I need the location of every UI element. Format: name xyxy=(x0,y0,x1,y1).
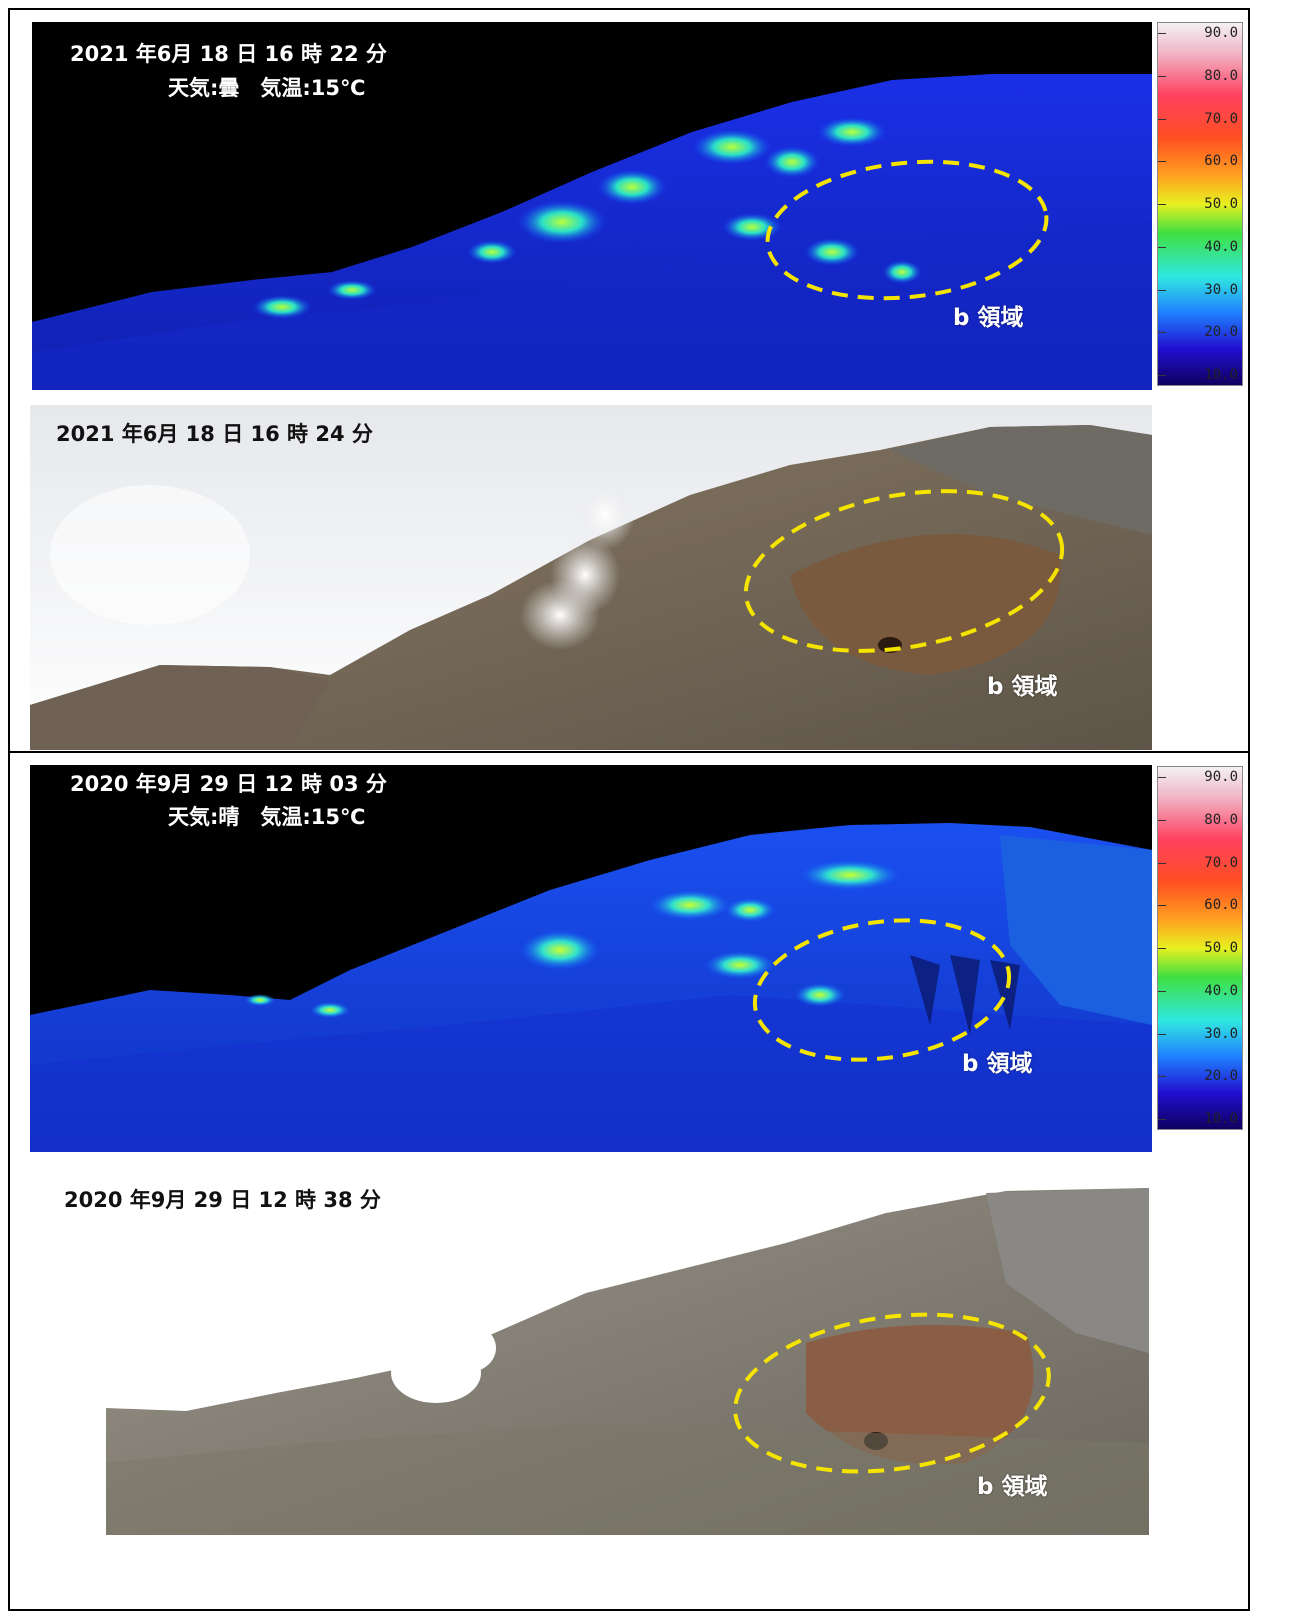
temperature-tick-label: 60.0 xyxy=(1204,153,1238,170)
temperature-tick-mark xyxy=(1158,862,1166,864)
photo-2020-timestamp: 2020 年9月 29 日 12 時 38 分 xyxy=(64,1188,381,1212)
temperature-tick-label: 70.0 xyxy=(1204,110,1238,127)
temperature-tick-mark xyxy=(1158,948,1166,949)
temperature-tick-label: 70.0 xyxy=(1204,854,1238,871)
temperature-tick-label: 80.0 xyxy=(1204,811,1238,828)
temperature-tick-mark xyxy=(1158,246,1166,248)
thermal-2021-region-label: b 領域 xyxy=(953,305,1024,331)
temperature-tick-mark xyxy=(1158,332,1166,334)
photo-2020 xyxy=(106,1163,1149,1535)
temperature-tick-mark xyxy=(1158,819,1166,821)
temperature-tick-label: 90.0 xyxy=(1204,25,1238,41)
temperature-tick-label: 50.0 xyxy=(1204,940,1238,956)
temperature-tick-label: 50.0 xyxy=(1204,196,1238,212)
temperature-tick-mark xyxy=(1158,1119,1166,1120)
temperature-tick-label: 30.0 xyxy=(1204,1025,1238,1042)
b-region-ellipse xyxy=(752,918,1012,1062)
temperature-tick-mark xyxy=(1158,75,1166,77)
temperature-tick-label: 30.0 xyxy=(1204,281,1238,298)
thermal-2020-timestamp: 2020 年9月 29 日 12 時 03 分 xyxy=(70,772,387,796)
lower-frame xyxy=(8,751,1250,1611)
temperature-tick-label: 60.0 xyxy=(1204,897,1238,914)
temperature-tick-mark xyxy=(1158,204,1166,205)
thermal-2021-weather: 天気:曇 気温:15℃ xyxy=(168,76,366,100)
temperature-tick-mark xyxy=(1158,118,1166,120)
b-region-ellipse xyxy=(733,1312,1051,1474)
temperature-tick-label: 80.0 xyxy=(1204,67,1238,84)
temperature-tick-label: 20.0 xyxy=(1204,1068,1238,1085)
temperature-tick-mark xyxy=(1158,1033,1166,1035)
temperature-tick-mark xyxy=(1158,375,1166,376)
thermal-2021-timestamp: 2021 年6月 18 日 16 時 22 分 xyxy=(70,42,387,66)
photo-2020-region-label: b 領域 xyxy=(977,1474,1048,1500)
temperature-tick-mark xyxy=(1158,33,1166,34)
thermal-image-2020 xyxy=(30,765,1152,1152)
temperature-tick-label: 40.0 xyxy=(1204,982,1238,999)
temperature-tick-label: 10.0 xyxy=(1204,1111,1238,1127)
temperature-tick-mark xyxy=(1158,1076,1166,1078)
temperature-tick-label: 90.0 xyxy=(1204,769,1238,785)
temperature-tick-mark xyxy=(1158,161,1166,163)
thermal-2020-region-label: b 領域 xyxy=(962,1051,1033,1077)
photo-2021-region-label: b 領域 xyxy=(987,674,1058,700)
temperature-scale-2020: 90.0 80.0 70.0 60.0 50.0 40.0 30.0 20.0 10.0 xyxy=(1157,766,1243,1130)
temperature-tick-label: 40.0 xyxy=(1204,238,1238,255)
temperature-tick-label: 20.0 xyxy=(1204,324,1238,341)
b-region-ellipse xyxy=(765,159,1049,301)
thermal-image-2021 xyxy=(32,22,1152,390)
temperature-tick-mark xyxy=(1158,777,1166,778)
temperature-tick-mark xyxy=(1158,289,1166,291)
temperature-tick-label: 10.0 xyxy=(1204,367,1238,383)
photo-2021 xyxy=(30,405,1152,750)
temperature-scale-2021: 90.0 80.0 70.0 60.0 50.0 40.0 30.0 20.0 10.0 xyxy=(1157,22,1243,386)
b-region-ellipse xyxy=(743,489,1065,653)
thermal-2020-weather: 天気:晴 気温:15℃ xyxy=(168,805,366,829)
temperature-tick-mark xyxy=(1158,990,1166,992)
photo-2021-timestamp: 2021 年6月 18 日 16 時 24 分 xyxy=(56,422,373,446)
temperature-tick-mark xyxy=(1158,905,1166,907)
